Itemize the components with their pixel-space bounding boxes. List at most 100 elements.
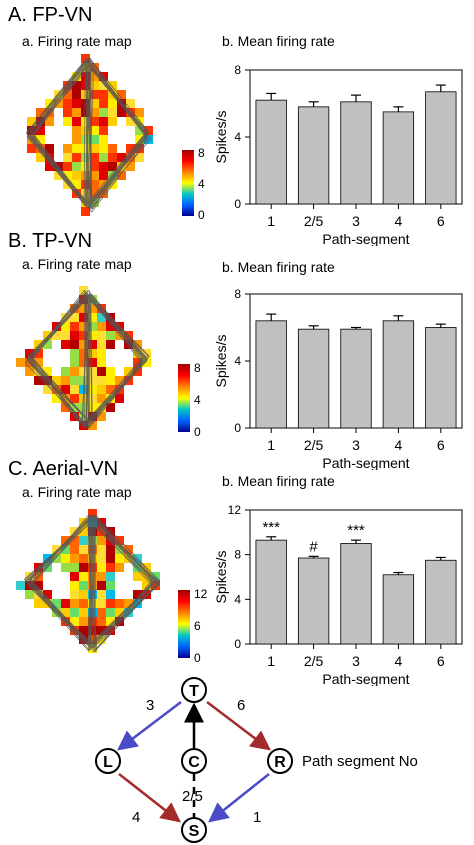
path-segment-diagram: T L C R S 3 6 4 1 2/5 Path segment No <box>95 677 418 843</box>
map-cell <box>135 126 144 135</box>
map-cell <box>70 313 79 322</box>
map-cell <box>72 162 81 171</box>
map-cell <box>97 626 106 635</box>
edge-label-bottom-left: 4 <box>132 809 140 826</box>
bar <box>425 327 457 429</box>
map-cell <box>34 599 43 608</box>
x-tick-label: 3 <box>352 437 360 453</box>
trajectory-center <box>91 514 97 651</box>
map-cell <box>52 331 61 340</box>
node-left-label: L <box>103 754 113 771</box>
map-cell <box>99 162 108 171</box>
map-cell <box>124 599 133 608</box>
map-cell <box>88 617 97 626</box>
map-cell <box>106 385 115 394</box>
map-cell <box>79 518 88 527</box>
map-cell <box>117 171 126 180</box>
bar <box>340 543 372 645</box>
trajectory-center <box>86 64 89 209</box>
map-cell <box>108 108 117 117</box>
map-cell <box>70 331 79 340</box>
map-cell <box>97 304 106 313</box>
map-cell <box>54 171 63 180</box>
bar <box>340 328 372 429</box>
map-cell <box>70 322 79 331</box>
bar <box>255 320 287 429</box>
map-cell <box>115 563 124 572</box>
map-cell <box>61 608 70 617</box>
trajectory-center <box>89 295 93 422</box>
map-cell <box>70 572 79 581</box>
x-tick-label: 6 <box>437 653 445 669</box>
map-cell <box>108 117 117 126</box>
map-cell <box>88 421 97 430</box>
bar <box>297 328 330 429</box>
node-center-label: C <box>188 754 200 771</box>
map-cell <box>97 385 106 394</box>
map-cell <box>70 403 79 412</box>
colorbar-c-tick-bottom: 0 <box>194 651 201 665</box>
map-cell <box>61 599 70 608</box>
map-cell <box>88 509 97 518</box>
y-tick-label: 4 <box>234 592 241 606</box>
node-top <box>181 677 207 703</box>
map-cell <box>72 126 81 135</box>
y-axis-label: Spikes/s <box>213 335 229 388</box>
map-cell <box>27 117 36 126</box>
map-cell <box>97 376 106 385</box>
map-cell <box>61 313 70 322</box>
y-tick-label: 0 <box>234 197 241 211</box>
map-cell <box>90 198 99 207</box>
map-cell <box>108 144 117 153</box>
map-cell <box>90 108 99 117</box>
map-cell <box>99 153 108 162</box>
map-cell <box>79 599 88 608</box>
map-cell <box>79 527 88 536</box>
map-cell <box>70 581 79 590</box>
node-right-label: R <box>274 754 286 771</box>
significance-label: # <box>309 538 318 555</box>
map-cell <box>97 572 106 581</box>
map-cell <box>106 536 115 545</box>
map-cell <box>115 385 124 394</box>
map-cell <box>97 412 106 421</box>
x-tick-label: 4 <box>395 653 403 669</box>
map-cell <box>52 376 61 385</box>
colorbar-a-tick-top: 8 <box>198 146 205 160</box>
map-cell <box>79 286 88 295</box>
map-cell <box>16 358 25 367</box>
map-cell <box>61 536 70 545</box>
map-cell <box>25 367 34 376</box>
map-cell <box>142 358 151 367</box>
map-cell <box>70 599 79 608</box>
y-tick-label: 8 <box>234 63 241 77</box>
map-cell <box>79 554 88 563</box>
map-cell <box>88 644 97 653</box>
map-cell <box>108 153 117 162</box>
trajectory-loop <box>27 520 158 651</box>
node-bottom <box>181 817 207 843</box>
map-cell <box>90 180 99 189</box>
map-cell <box>106 617 115 626</box>
x-tick-label: 6 <box>437 213 445 229</box>
trajectory <box>25 57 152 213</box>
y-tick-label: 8 <box>234 287 241 301</box>
map-cell <box>88 304 97 313</box>
map-cell <box>43 367 52 376</box>
y-tick-label: 8 <box>234 548 241 562</box>
map-cell <box>79 304 88 313</box>
trajectory-loop <box>29 515 153 646</box>
map-cell <box>90 144 99 153</box>
map-cell <box>25 590 34 599</box>
map-cell <box>106 590 115 599</box>
map-cell <box>88 385 97 394</box>
map-cell <box>106 367 115 376</box>
bar <box>255 539 287 645</box>
bar <box>340 101 372 205</box>
map-cell <box>97 349 106 358</box>
map-cell <box>90 99 99 108</box>
map-cell <box>106 340 115 349</box>
map-cell <box>79 322 88 331</box>
map-cell <box>97 590 106 599</box>
map-cell <box>115 545 124 554</box>
